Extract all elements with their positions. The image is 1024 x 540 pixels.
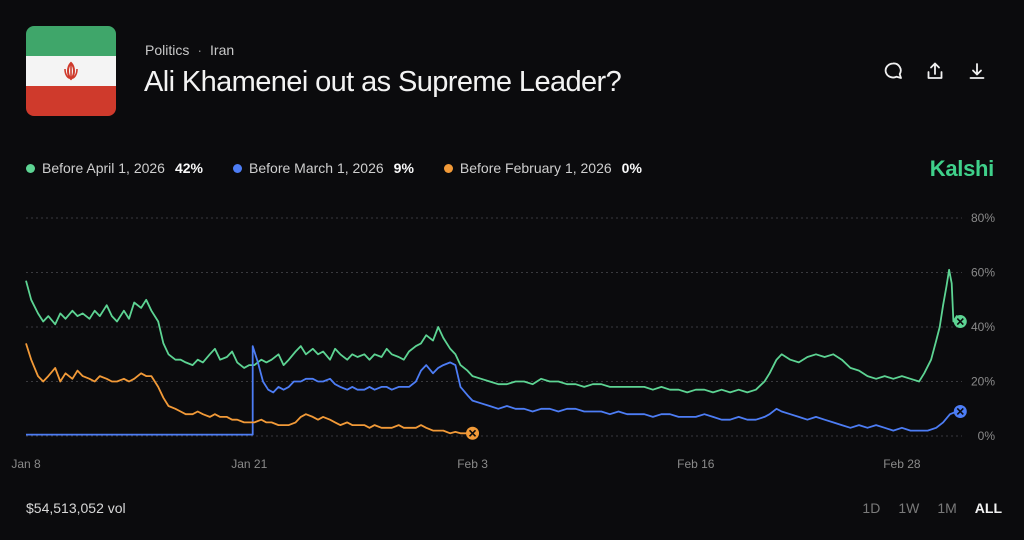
toolbar (882, 60, 988, 82)
chart-legend: Before April 1, 2026 42% Before March 1,… (26, 160, 642, 176)
y-tick-label: 40% (971, 320, 995, 334)
x-tick-label: Feb 28 (883, 457, 921, 471)
page-title: Ali Khamenei out as Supreme Leader? (144, 66, 622, 98)
close-icon (468, 429, 477, 437)
breadcrumb-subcategory[interactable]: Iran (210, 42, 235, 58)
y-tick-label: 20% (971, 375, 995, 389)
share-icon[interactable] (924, 60, 946, 82)
legend-value: 9% (393, 160, 414, 176)
breadcrumb: Politics · Iran (145, 42, 234, 58)
y-tick-label: 60% (971, 266, 995, 280)
legend-label: Before February 1, 2026 (459, 160, 612, 176)
series-line-1[interactable] (26, 345, 961, 436)
legend-dot (233, 163, 243, 173)
legend-label: Before March 1, 2026 (249, 160, 384, 176)
price-chart[interactable]: 0% 20% 40% 60% 80% Jan 8 Jan 21 Feb 3 Feb 16 Feb … (0, 200, 1024, 480)
y-tick-label: 80% (971, 211, 995, 225)
legend-value: 0% (621, 160, 642, 176)
legend-dot (26, 163, 35, 173)
legend-value: 42% (174, 160, 204, 176)
brand-logo[interactable]: Kalshi (929, 156, 995, 181)
range-1m-button[interactable]: 1M (937, 500, 957, 516)
series-line-2[interactable] (25, 343, 473, 435)
x-tick-label: Jan 21 (231, 457, 267, 471)
x-tick-label: Feb 3 (457, 457, 488, 471)
close-icon (956, 407, 964, 416)
close-icon (956, 317, 964, 326)
range-selector: 1D 1W 1M ALL (862, 500, 1002, 516)
breadcrumb-separator: · (197, 42, 203, 58)
legend-dot (443, 163, 453, 173)
range-1d-button[interactable]: 1D (862, 500, 881, 516)
breadcrumb-category[interactable]: Politics (145, 42, 190, 58)
x-tick-label: Jan 8 (11, 457, 41, 471)
legend-item-march[interactable]: Before March 1, 2026 9% (233, 160, 414, 176)
legend-item-february[interactable]: Before February 1, 2026 0% (443, 160, 642, 176)
series-line-0[interactable] (25, 268, 962, 394)
x-tick-label: Feb 16 (677, 457, 715, 471)
y-tick-label: 0% (978, 429, 996, 443)
download-icon[interactable] (966, 60, 988, 82)
iran-flag-icon (26, 26, 116, 116)
range-1w-button[interactable]: 1W (898, 500, 920, 516)
range-all-button[interactable]: ALL (974, 500, 1002, 516)
legend-label: Before April 1, 2026 (42, 160, 165, 176)
comment-icon[interactable] (882, 60, 904, 82)
legend-item-april[interactable]: Before April 1, 2026 42% (26, 160, 203, 176)
volume-label: $54,513,052 vol (26, 500, 126, 516)
